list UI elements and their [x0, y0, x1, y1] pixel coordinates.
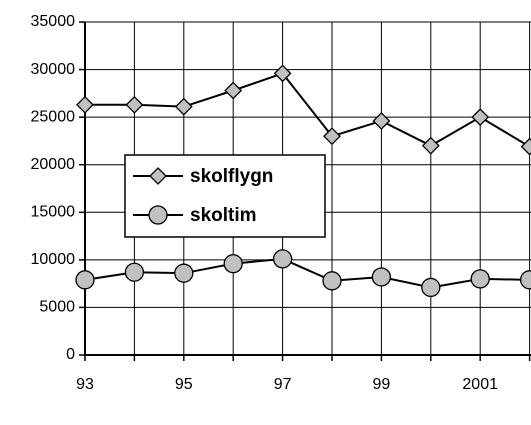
marker-circle	[470, 269, 490, 289]
y-tick-label: 35000	[31, 13, 76, 30]
x-tick-label: 99	[373, 376, 391, 393]
x-tick-label: 97	[274, 376, 292, 393]
marker-diamond	[323, 127, 341, 146]
legend: skolflygn skoltim	[124, 154, 326, 238]
x-tick-label: 2001	[462, 376, 498, 393]
marker-diamond	[471, 108, 490, 127]
legend-label: skoltim	[190, 205, 257, 226]
marker-circle	[174, 263, 194, 283]
legend-label: skolflygn	[190, 166, 273, 187]
marker-diamond	[421, 136, 440, 155]
marker-circle	[272, 249, 293, 269]
x-tick-label: 95	[175, 376, 193, 393]
marker-diamond	[372, 112, 391, 130]
marker-diamond	[76, 95, 94, 114]
marker-diamond	[224, 81, 243, 100]
series-line	[85, 72, 531, 148]
marker-circle	[371, 267, 392, 287]
y-tick-label: 15000	[31, 204, 76, 221]
marker-diamond	[273, 64, 292, 83]
marker-diamond	[520, 137, 531, 156]
marker-circle	[223, 254, 243, 274]
legend-marker	[148, 205, 168, 225]
y-tick-label: 20000	[31, 156, 76, 173]
y-tick-label: 10000	[31, 251, 76, 268]
marker-circle	[421, 277, 441, 298]
y-tick-label: 30000	[31, 61, 76, 78]
marker-circle	[75, 270, 95, 290]
marker-diamond	[174, 97, 193, 116]
legend-marker	[149, 167, 167, 185]
x-tick-label: 93	[76, 376, 94, 393]
y-tick-label: 0	[66, 346, 75, 363]
marker-circle	[519, 270, 531, 290]
series-line	[84, 257, 530, 289]
marker-diamond	[125, 95, 144, 114]
marker-circle	[124, 262, 145, 282]
y-tick-label: 25000	[31, 108, 76, 125]
y-tick-label: 5000	[39, 299, 75, 316]
marker-circle	[322, 271, 342, 291]
